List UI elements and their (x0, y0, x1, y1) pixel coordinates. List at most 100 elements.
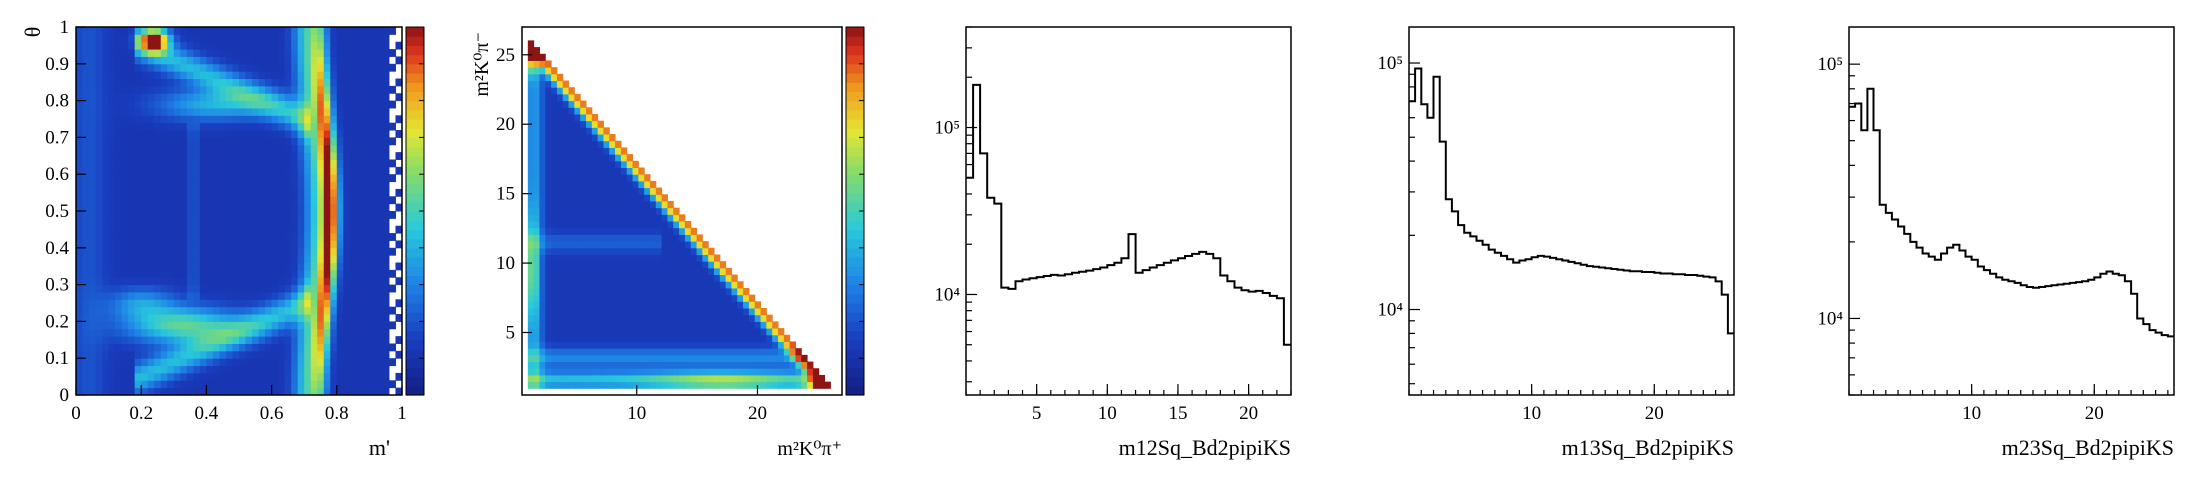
colorbar-segment (846, 119, 864, 129)
heatmap-cell (82, 240, 90, 249)
heatmap-cell (291, 372, 299, 381)
heatmap-cell (310, 115, 318, 124)
heatmap-cell (533, 301, 540, 309)
heatmap-cell (193, 107, 201, 116)
heatmap-cell (291, 78, 299, 87)
heatmap-cell (766, 368, 773, 376)
heatmap-cell (336, 247, 344, 256)
heatmap-cell (225, 299, 233, 308)
heatmap-cell (212, 203, 220, 212)
heatmap-cell (551, 140, 558, 148)
heatmap-cell (186, 174, 194, 183)
heatmap-cell (128, 225, 136, 234)
heatmap-cell (121, 196, 129, 205)
heatmap-cell (265, 255, 273, 264)
heatmap-cell (193, 277, 201, 286)
heatmap-cell (527, 281, 535, 289)
heatmap-cell (562, 247, 570, 255)
heatmap-cell (284, 174, 292, 183)
heatmap-cell (615, 254, 622, 262)
colorbar-segment (406, 201, 424, 212)
heatmap-cell (304, 27, 312, 35)
heatmap-cell (271, 328, 279, 337)
heatmap-cell (362, 56, 370, 65)
heatmap-cell (620, 187, 628, 195)
heatmap-cell (108, 350, 116, 359)
heatmap-cell (225, 365, 233, 374)
heatmap-cell (551, 221, 558, 229)
colorbar-segment (406, 266, 424, 276)
heatmap-cell (725, 301, 732, 309)
heatmap-cell (297, 152, 305, 160)
heatmap-cell (667, 354, 674, 363)
heatmap-cell (95, 71, 103, 80)
heatmap-cell (297, 365, 305, 374)
heatmap-cell (245, 27, 253, 35)
heatmap-cell (609, 321, 616, 329)
heatmap-cell (568, 93, 575, 102)
heatmap-cell (556, 160, 564, 169)
heatmap-cell (232, 233, 240, 241)
heatmap-cell (568, 207, 575, 215)
heatmap-cell (108, 262, 116, 271)
heatmap-cell (638, 187, 645, 195)
heatmap-cell (696, 267, 703, 276)
heatmap-cell (382, 181, 390, 190)
heatmap-cell (232, 100, 240, 109)
heatmap-cell (271, 321, 279, 330)
heatmap-cell (615, 368, 622, 376)
heatmap-cell (232, 196, 240, 205)
heatmap-cell (556, 113, 564, 122)
heatmap-cell (160, 277, 168, 286)
heatmap-cell (271, 372, 279, 381)
heatmap-cell (597, 254, 604, 262)
heatmap-cell (82, 380, 90, 389)
heatmap-cell (245, 343, 253, 352)
heatmap-cell (193, 63, 201, 72)
heatmap-cell (545, 73, 552, 82)
heatmap-cell (603, 247, 610, 255)
heatmap-cell (134, 152, 142, 160)
heatmap-cell (121, 247, 129, 256)
heatmap-cell (574, 314, 581, 322)
heatmap-cell (141, 100, 149, 109)
heatmap-cell (258, 277, 266, 286)
heatmap-cell (291, 41, 299, 50)
heatmap-cell (102, 71, 110, 80)
heatmap-cell (382, 380, 390, 389)
heatmap-cell (545, 134, 552, 142)
heatmap-cell (638, 200, 645, 209)
heatmap-cell (562, 147, 570, 155)
heatmap-cell (147, 365, 155, 374)
heatmap-cell (603, 308, 610, 316)
tick-label: 15 (1168, 403, 1187, 424)
heatmap-cell (252, 247, 260, 256)
heatmap-cell (115, 144, 123, 153)
heatmap-cell (725, 341, 732, 349)
heatmap-cell (545, 113, 552, 122)
heatmap-cell (245, 358, 253, 367)
heatmap-cell (265, 188, 273, 197)
heatmap-cell (199, 56, 207, 65)
heatmap-cell (696, 287, 703, 296)
heatmap-cell (76, 277, 84, 286)
heatmap-cell (545, 281, 552, 289)
heatmap-cell (258, 122, 266, 131)
heatmap-cell (574, 334, 581, 342)
heatmap-cell (533, 281, 540, 289)
heatmap-cell (271, 365, 279, 374)
heatmap-cell (382, 122, 390, 131)
heatmap-cell (232, 93, 240, 102)
heatmap-cell (95, 233, 103, 241)
heatmap-cell (597, 207, 604, 215)
heatmap-cell (737, 334, 744, 342)
heatmap-cell (783, 348, 791, 356)
heatmap-cell (219, 291, 227, 300)
heatmap-cell (219, 358, 227, 367)
heatmap-cell (702, 261, 709, 269)
heatmap-cell (533, 221, 540, 229)
heatmap-cell (76, 247, 84, 256)
heatmap-cell (265, 56, 273, 65)
heatmap-cell (186, 262, 194, 271)
heatmap-cell (317, 41, 325, 50)
